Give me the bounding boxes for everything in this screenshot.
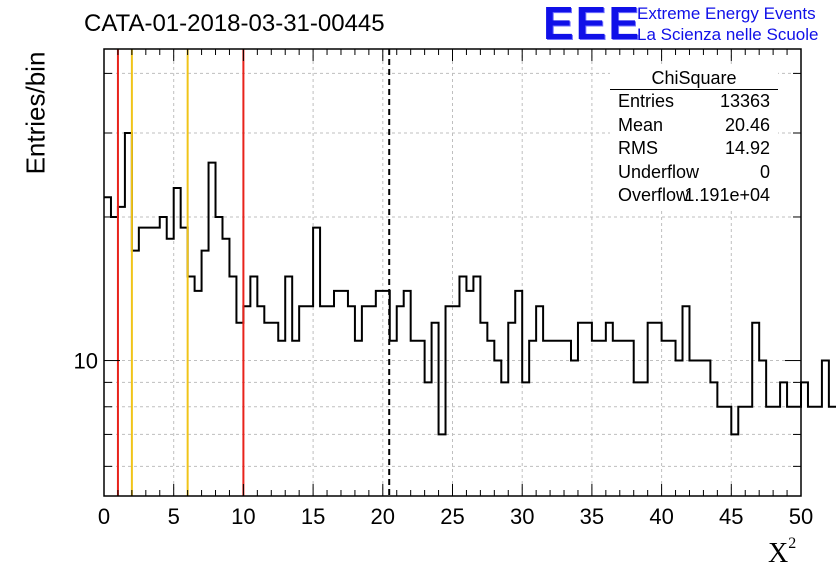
stats-title: ChiSquare — [610, 67, 778, 90]
x-axis-label-superscript: 2 — [788, 534, 797, 552]
x-tick-label: 0 — [98, 504, 110, 529]
stats-value: 14.92 — [724, 138, 770, 159]
x-tick-label: 45 — [719, 504, 743, 529]
x-tick-label: 15 — [301, 504, 325, 529]
x-tick-label: 40 — [649, 504, 673, 529]
stats-key: Underflow — [618, 161, 700, 182]
stats-value: 1.191e+04 — [684, 185, 770, 206]
x-tick-label: 35 — [580, 504, 604, 529]
stats-row-entries: Entries 13363 — [610, 90, 778, 114]
stats-key: Entries — [618, 91, 675, 111]
stats-box: ChiSquare Entries 13363 Mean 20.46 RMS 1… — [610, 67, 778, 209]
logo-line-2: La Scienza nelle Scuole — [637, 25, 819, 44]
stats-value: 20.46 — [724, 114, 770, 135]
stats-key: Overflow — [618, 185, 690, 206]
stats-row-overflow: Overflow 1.191e+04 — [610, 184, 778, 208]
x-tick-label: 20 — [371, 504, 395, 529]
x-tick-label: 10 — [231, 504, 255, 529]
x-axis-label: X2 — [768, 534, 797, 570]
y-tick-label: 10 — [74, 349, 98, 374]
x-tick-label: 50 — [789, 504, 813, 529]
x-tick-label: 30 — [510, 504, 534, 529]
chart-title: CATA-01-2018-03-31-00445 — [84, 10, 385, 37]
logo-line-1: Extreme Energy Events — [637, 4, 816, 23]
x-tick-label: 25 — [440, 504, 464, 529]
y-axis-label: Entries/bin — [20, 51, 51, 175]
stats-value: 0 — [759, 161, 770, 182]
stats-row-mean: Mean 20.46 — [610, 114, 778, 138]
x-tick-label: 5 — [168, 504, 180, 529]
stats-value: 13363 — [719, 91, 770, 111]
logo-mark: EEE — [543, 0, 642, 49]
stats-key: Mean — [618, 114, 664, 135]
stats-row-underflow: Underflow 0 — [610, 161, 778, 185]
x-axis-label-text: X — [768, 538, 789, 569]
stats-row-rms: RMS 14.92 — [610, 137, 778, 161]
histogram-series — [104, 131, 836, 436]
stats-key: RMS — [618, 138, 658, 159]
